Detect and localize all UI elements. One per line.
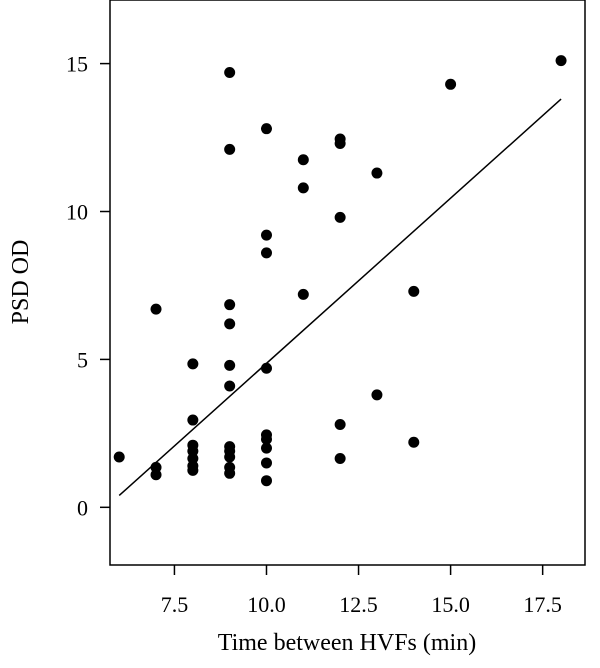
x-tick-label: 12.5 [339,592,378,617]
data-point [113,451,125,463]
data-point [260,475,272,487]
data-point [224,143,236,155]
y-tick-label: 5 [77,347,88,372]
x-axis-label: Time between HVFs (min) [218,630,476,656]
data-point [224,359,236,371]
plot-frame [109,0,586,566]
x-tick-label: 17.5 [523,592,562,617]
data-point [371,167,383,179]
data-point [224,66,236,78]
data-point [224,380,236,392]
x-axis: 7.5 10.0 12.5 15.0 17.5 [161,565,562,617]
data-point [260,362,272,374]
data-point [260,433,272,445]
data-point [260,229,272,241]
data-point [445,78,457,90]
x-tick-label: 15.0 [431,592,470,617]
data-point [297,154,309,166]
data-point [224,318,236,330]
x-tick-label: 10.0 [247,592,286,617]
data-point [371,389,383,401]
data-point [555,55,567,67]
data-points [113,55,567,487]
regression-line [118,98,562,497]
data-point [334,137,346,149]
y-tick-label: 10 [66,200,88,225]
data-point [187,414,199,426]
y-axis-label: PSD OD [8,240,34,325]
data-point [224,299,236,311]
data-point [334,211,346,223]
data-point [334,453,346,465]
data-point [224,451,236,463]
y-tick-label: 15 [66,52,88,77]
data-point [260,247,272,259]
y-axis: 0 5 10 15 [66,52,110,520]
data-point [260,457,272,469]
data-point [150,469,162,481]
data-point [297,288,309,300]
data-point [297,182,309,194]
data-point [224,467,236,479]
data-point [408,285,420,297]
y-tick-label: 0 [77,495,88,520]
data-point [260,442,272,454]
data-point [408,436,420,448]
data-point [334,418,346,430]
data-point [150,303,162,315]
data-point [187,358,199,370]
data-point [187,464,199,476]
x-tick-label: 7.5 [161,592,189,617]
data-point [260,123,272,135]
